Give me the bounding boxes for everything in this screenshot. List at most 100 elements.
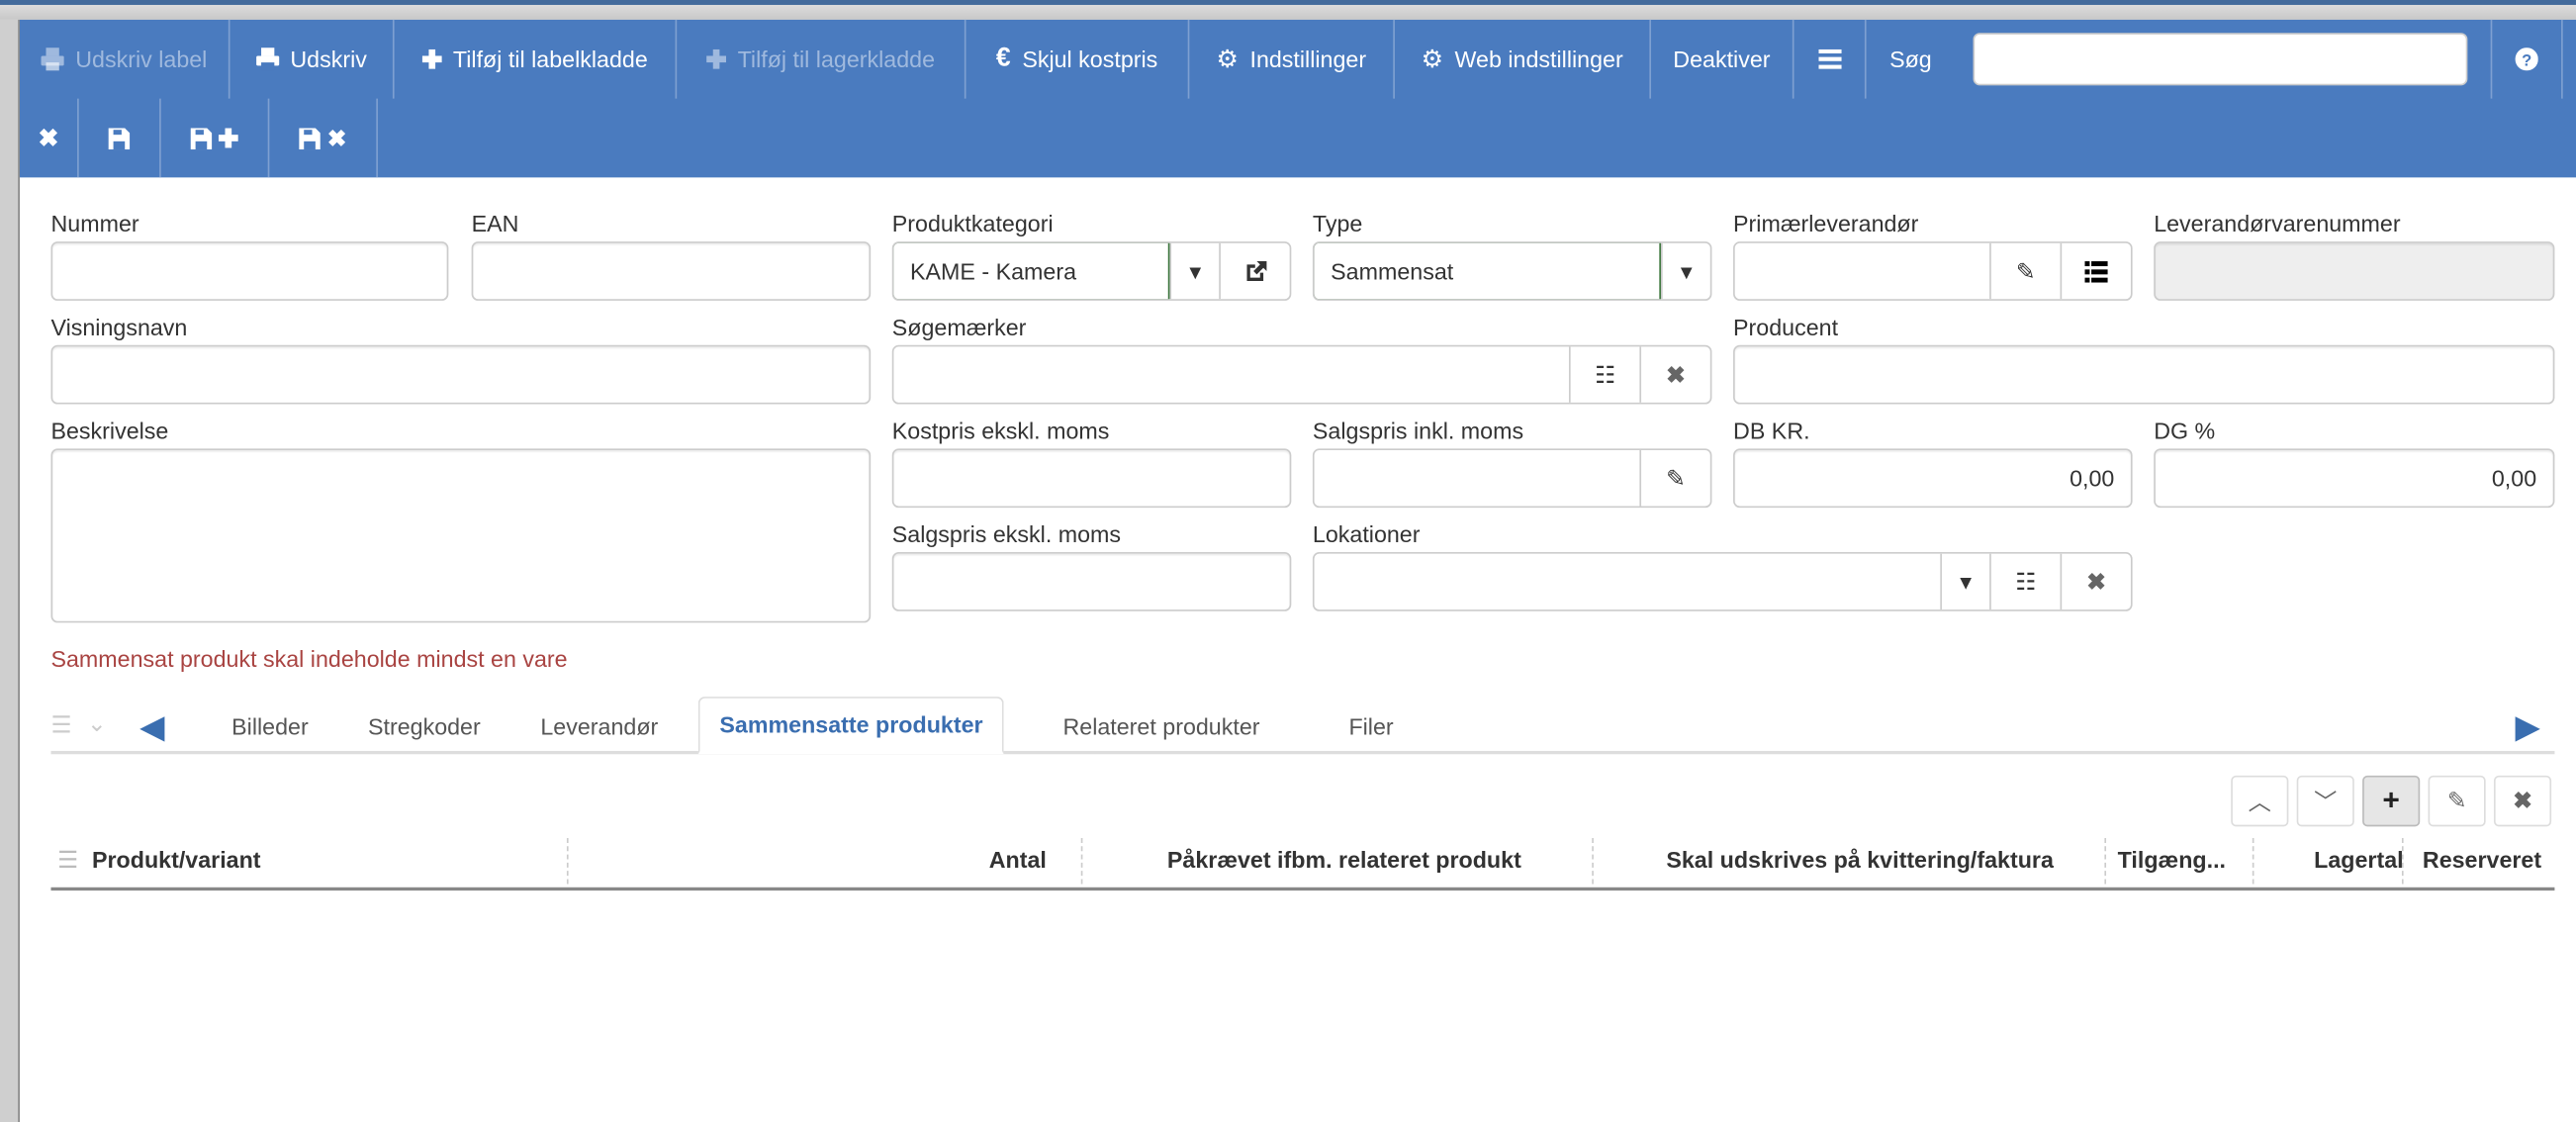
column-antal[interactable]: Antal [988,846,1047,873]
salgspris-inkl-input[interactable]: ✎ [1312,448,1712,509]
move-up-button[interactable]: ︿ [2231,775,2289,827]
chevron-up-icon: ︿ [2248,788,2271,814]
chevron-down-icon[interactable]: ⌄ [87,709,107,736]
list-alt-icon[interactable]: ☷ [1989,553,2060,610]
close-button[interactable]: ✖ [20,98,79,178]
tab-sammensatte-produkter[interactable]: Sammensatte produkter [697,697,1005,755]
clear-icon[interactable]: ✖ [2060,553,2131,610]
primaerleverandor-value[interactable] [1735,243,1989,299]
print-button[interactable]: Udskriv [230,19,395,99]
tab-relateret-produkter[interactable]: Relateret produkter [1062,711,1260,739]
salgspris-inkl-label: Salgspris inkl. moms [1312,417,1524,444]
deactivate-text: Deaktiver [1673,46,1771,73]
edit-icon[interactable]: ✎ [1989,242,2060,300]
save-and-close-button[interactable]: ✖ [269,98,378,178]
column-divider[interactable] [1080,837,1083,885]
list-icon[interactable] [2060,242,2131,300]
chevron-down-icon[interactable]: ▾ [1660,242,1710,300]
grid-header: ☰ Produkt/variant Antal Påkrævet ifbm. r… [50,831,2555,891]
beskrivelse-textarea[interactable] [50,448,872,623]
type-select[interactable]: Sammensat ▾ [1312,241,1712,301]
column-tilgaengelig[interactable]: Tilgæng... [2117,846,2227,873]
sogemaerker-value[interactable] [893,346,1569,402]
move-down-button[interactable]: ﹀ [2296,775,2354,827]
primaerleverandor-input[interactable]: ✎ [1733,241,2133,301]
delete-row-button[interactable]: ✖ [2493,775,2552,827]
edit-icon[interactable]: ✎ [1639,450,1709,507]
produktkategori-value[interactable]: KAME - Kamera [893,242,1170,300]
euro-icon: € [995,44,1011,73]
column-reserveret[interactable]: Reserveret [2422,846,2542,873]
primaerleverandor-label: Primærleverandør [1733,210,1919,237]
external-link-icon[interactable] [1219,242,1289,300]
ean-input[interactable] [471,241,872,301]
column-divider[interactable] [2252,837,2254,885]
column-produkt-variant[interactable]: Produkt/variant [91,846,261,873]
lokationer-value[interactable] [1315,554,1941,609]
tab-billeder[interactable]: Billeder [231,711,309,739]
print-label-text: Udskriv label [75,46,208,73]
menu-button[interactable] [1794,19,1867,99]
list-alt-icon[interactable]: ☷ [1568,346,1639,403]
deactivate-button[interactable]: Deaktiver [1651,19,1794,99]
help-button[interactable]: ? [2490,19,2563,99]
nummer-label: Nummer [50,210,139,237]
hide-cost-price-button[interactable]: € Skjul kostpris [966,19,1190,99]
salgspris-ekskl-label: Salgspris ekskl. moms [891,520,1122,548]
salgspris-ekskl-input[interactable] [891,551,1292,611]
scroll-right-icon[interactable]: ▶ [2515,709,2541,746]
add-to-label-draft-button[interactable]: Tilføj til labelkladde [395,19,678,99]
add-to-label-draft-text: Tilføj til labelkladde [452,46,648,73]
column-skal-udskrives[interactable]: Skal udskrives på kvittering/faktura [1666,846,2054,873]
gear-icon: ⚙ [1421,46,1443,74]
web-settings-button[interactable]: ⚙ Web indstillinger [1395,19,1652,99]
chevron-down-icon[interactable]: ▾ [1940,553,1989,610]
column-divider[interactable] [2104,837,2107,885]
toolbar: Udskriv label Udskriv Tilføj til labelkl… [19,19,2576,178]
clear-icon[interactable]: ✖ [1639,346,1709,403]
salgspris-inkl-value[interactable] [1315,450,1640,506]
visningsnavn-input[interactable] [50,344,872,405]
lokationer-select[interactable]: ▾ ☷ ✖ [1312,551,2133,611]
dg-pct-input[interactable]: 0,00 [2154,448,2555,509]
dg-pct-label: DG % [2154,417,2216,444]
column-chooser-icon[interactable]: ☰ [57,846,78,873]
plus-icon [706,48,726,69]
add-row-button[interactable]: + [2362,775,2421,827]
web-settings-text: Web indstillinger [1454,46,1623,73]
list-toggle-icon[interactable]: ☰ [50,711,72,738]
tab-leverandor[interactable]: Leverandør [540,711,659,739]
print-label-button[interactable]: Udskriv label [20,19,230,99]
chevron-down-icon[interactable]: ▾ [1169,242,1219,300]
sogemaerker-input[interactable]: ☷ ✖ [891,344,1712,405]
save-and-new-button[interactable] [161,98,270,178]
column-divider[interactable] [1592,837,1594,885]
column-divider[interactable] [566,837,569,885]
edit-icon: ✎ [2446,787,2467,814]
save-button[interactable] [79,98,161,178]
settings-button[interactable]: ⚙ Indstillinger [1189,19,1395,99]
question-circle-icon: ? [2515,47,2538,71]
svg-text:?: ? [2522,50,2531,69]
column-pakraevet[interactable]: Påkrævet ifbm. relateret produkt [1166,846,1521,873]
tab-filer[interactable]: Filer [1348,711,1394,739]
nummer-input[interactable] [50,241,449,301]
type-value[interactable]: Sammensat [1314,242,1661,300]
add-to-stock-draft-button[interactable]: Tilføj til lagerkladde [677,19,966,99]
column-divider[interactable] [2401,837,2404,885]
tab-bar: ☰ ⌄ ◀ Billeder Stregkoder Leverandør Sam… [50,697,2555,755]
grid-body [50,892,2554,1122]
search-input[interactable] [1973,33,2468,86]
leverandorvarenummer-label: Leverandørvarenummer [2154,210,2401,237]
produktkategori-select[interactable]: KAME - Kamera ▾ [891,241,1292,301]
kostpris-input[interactable] [891,448,1292,509]
visningsnavn-label: Visningsnavn [50,314,188,340]
column-lagertal[interactable]: Lagertal [2314,846,2404,873]
scroll-left-icon[interactable]: ◀ [139,709,165,746]
beskrivelse-label: Beskrivelse [50,417,169,444]
error-message: Sammensat produkt skal indeholde mindst … [50,645,568,673]
tab-stregkoder[interactable]: Stregkoder [367,711,481,739]
producent-input[interactable] [1733,344,2555,405]
edit-row-button[interactable]: ✎ [2428,775,2486,827]
db-kr-input[interactable]: 0,00 [1733,448,2133,509]
